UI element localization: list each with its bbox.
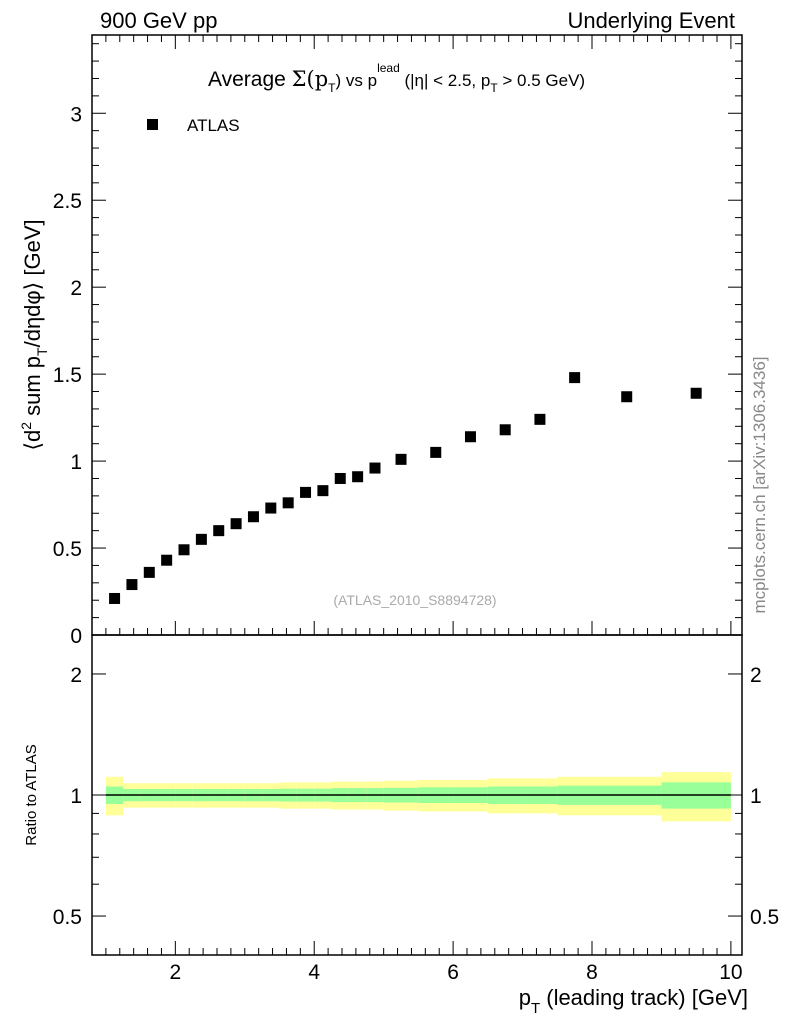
data-point-atlas [534, 413, 546, 425]
y-tick-label: 3 [70, 103, 82, 126]
data-point-atlas [195, 533, 207, 545]
legend-marker-atlas [147, 119, 158, 130]
data-point-atlas [317, 485, 329, 497]
data-point-atlas [334, 472, 346, 484]
y-tick-label: 0 [70, 625, 82, 648]
ratio-y-tick-label: 0.5 [53, 906, 82, 929]
ratio-y-tick-label: 2 [70, 664, 82, 687]
data-point-atlas [352, 471, 364, 483]
x-tick-label: 6 [447, 961, 459, 984]
data-point-atlas [464, 431, 476, 443]
data-point-atlas [213, 525, 225, 537]
data-point-atlas [690, 387, 702, 399]
y-tick-label: 1 [70, 451, 82, 474]
y-tick-label: 2 [70, 277, 82, 300]
data-point-atlas [109, 592, 121, 604]
y-tick-label: 1.5 [53, 364, 82, 387]
chart-title: Average Σ(pT) vs plead (|η| < 2.5, pT > … [208, 61, 585, 95]
legend-label-atlas: ATLAS [187, 116, 240, 135]
analysis-annotation: (ATLAS_2010_S8894728) [333, 592, 496, 608]
x-tick-label: 4 [308, 961, 320, 984]
ratio-y-tick-label-right: 1 [750, 785, 762, 808]
ratio-axis-label: Ratio to ATLAS [23, 744, 40, 845]
data-point-atlas [569, 372, 581, 384]
data-point-atlas [369, 462, 381, 474]
x-axis-label: pT (leading track) [GeV] [519, 985, 748, 1017]
data-point-atlas [282, 497, 294, 509]
data-point-atlas [126, 579, 138, 591]
data-point-atlas [621, 391, 633, 403]
header-right: Underlying Event [567, 8, 735, 33]
data-point-atlas [300, 486, 312, 498]
data-point-atlas [430, 446, 442, 458]
data-point-atlas [395, 453, 407, 465]
x-tick-label: 10 [719, 961, 742, 984]
y-tick-label: 0.5 [53, 538, 82, 561]
data-point-atlas [265, 502, 277, 514]
data-point-atlas [499, 424, 511, 436]
ratio-y-tick-label-right: 2 [750, 664, 762, 687]
data-point-atlas [143, 566, 155, 578]
ratio-y-tick-label: 1 [70, 785, 82, 808]
ratio-y-tick-label-right: 0.5 [750, 906, 779, 929]
y-tick-label: 2.5 [53, 190, 82, 213]
x-tick-label: 8 [586, 961, 598, 984]
data-point-atlas [161, 554, 173, 566]
header-left: 900 GeV pp [100, 8, 217, 33]
y-axis-label: ⟨d2 sum pT/dηdφ⟩ [GeV] [18, 219, 50, 450]
data-point-atlas [247, 511, 259, 523]
x-tick-label: 2 [169, 961, 181, 984]
data-point-atlas [178, 544, 190, 556]
side-label: mcplots.cern.ch [arXiv:1306.3436] [750, 356, 769, 613]
data-point-atlas [230, 518, 242, 530]
